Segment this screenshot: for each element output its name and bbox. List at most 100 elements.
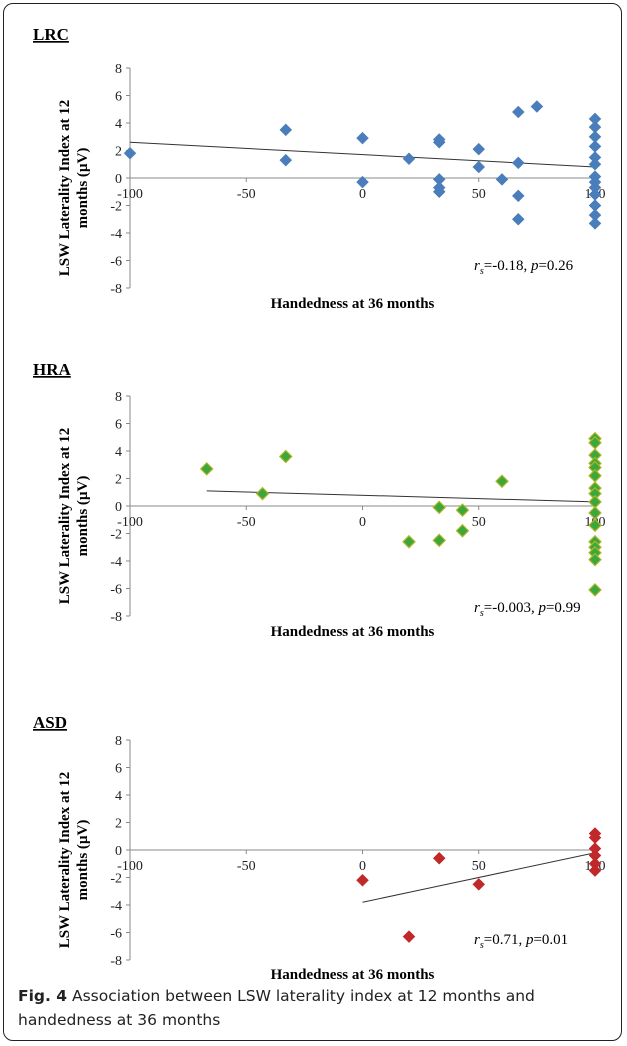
stat-p-value: =0.01 bbox=[533, 932, 568, 948]
stat-annotation: rs=-0.003, p=0.99 bbox=[474, 600, 581, 619]
y-tick-label: 6 bbox=[115, 762, 122, 777]
stat-p-value: =0.99 bbox=[546, 600, 581, 616]
y-tick-label: -4 bbox=[110, 227, 122, 242]
data-point bbox=[432, 185, 446, 199]
chart-title: LRC bbox=[33, 25, 69, 44]
y-tick-label: 2 bbox=[115, 817, 122, 832]
data-point bbox=[432, 533, 447, 548]
chart-title: ASD bbox=[33, 713, 67, 732]
y-tick-label: -6 bbox=[110, 583, 122, 598]
data-point bbox=[356, 873, 369, 887]
stat-r-value: =0.71, bbox=[484, 932, 526, 948]
stat-annotation: rs=-0.18, p=0.26 bbox=[474, 258, 574, 277]
trend-line bbox=[362, 852, 596, 903]
y-tick-label: -8 bbox=[110, 282, 122, 297]
trend-line bbox=[206, 490, 596, 503]
data-point bbox=[588, 864, 602, 877]
data-point bbox=[530, 100, 544, 113]
x-tick-label: 0 bbox=[359, 859, 366, 874]
data-point bbox=[588, 552, 602, 567]
x-tick-label: 0 bbox=[359, 515, 366, 530]
data-point bbox=[402, 534, 416, 549]
y-tick-label: -8 bbox=[110, 610, 122, 625]
data-point bbox=[511, 156, 525, 170]
x-tick-label: -100 bbox=[117, 187, 143, 202]
y-tick-label: -4 bbox=[110, 555, 122, 570]
data-point bbox=[432, 851, 446, 865]
y-tick-label: -4 bbox=[110, 899, 122, 914]
x-axis-label: Handedness at 36 months bbox=[271, 624, 435, 640]
data-point bbox=[472, 878, 486, 891]
data-point bbox=[356, 131, 369, 145]
y-axis-label: LSW Laterality Index at 12 months (µV) bbox=[57, 428, 91, 604]
x-tick-label: 50 bbox=[472, 859, 486, 874]
data-point bbox=[472, 160, 486, 174]
chart-panel-hra: HRA86420-2-4-6-8-100-50050100rs=-0.003, … bbox=[33, 360, 606, 640]
y-tick-label: 8 bbox=[115, 62, 122, 77]
y-axis-label-line: months (µV) bbox=[75, 820, 91, 901]
data-point bbox=[199, 462, 214, 476]
y-tick-label: -6 bbox=[110, 927, 122, 942]
trend-line bbox=[129, 141, 596, 168]
data-point bbox=[402, 930, 416, 943]
y-tick-label: -8 bbox=[110, 954, 122, 969]
figure-frame bbox=[3, 3, 622, 1041]
x-tick-label: 0 bbox=[359, 187, 366, 202]
data-point bbox=[432, 135, 446, 149]
data-point bbox=[511, 189, 525, 203]
stat-p-value: =0.26 bbox=[538, 258, 573, 274]
y-axis-label-line: LSW Laterality Index at 12 bbox=[57, 100, 73, 276]
stat-r-subscript: s bbox=[480, 608, 484, 619]
y-tick-label: 8 bbox=[115, 390, 122, 405]
stat-r-subscript: s bbox=[480, 266, 484, 277]
data-point bbox=[588, 217, 602, 230]
figure-caption: Fig. 4 Association between LSW lateralit… bbox=[18, 984, 613, 1032]
x-tick-label: 50 bbox=[472, 515, 486, 530]
y-tick-label: 6 bbox=[115, 418, 122, 433]
data-point bbox=[495, 474, 509, 489]
y-tick-label: 4 bbox=[115, 445, 122, 460]
stat-r-value: =-0.003, bbox=[484, 600, 539, 616]
data-point bbox=[455, 503, 470, 517]
x-axis-label: Handedness at 36 months bbox=[271, 967, 435, 983]
stat-r-symbol: r bbox=[474, 258, 480, 274]
y-tick-label: 4 bbox=[115, 117, 122, 132]
y-tick-label: 0 bbox=[115, 500, 122, 515]
data-point bbox=[123, 146, 137, 160]
data-point bbox=[278, 449, 293, 464]
stat-r-symbol: r bbox=[474, 600, 480, 616]
data-point bbox=[495, 173, 509, 186]
figure-caption-text: Association between LSW laterality index… bbox=[18, 987, 535, 1029]
x-tick-label: -100 bbox=[117, 859, 143, 874]
stat-r-symbol: r bbox=[474, 932, 480, 948]
y-tick-label: 6 bbox=[115, 90, 122, 105]
x-tick-label: -50 bbox=[237, 187, 256, 202]
data-point bbox=[588, 140, 602, 153]
stat-r-subscript: s bbox=[480, 940, 484, 951]
data-point bbox=[588, 468, 602, 483]
data-point bbox=[511, 105, 525, 119]
y-tick-label: -2 bbox=[110, 528, 122, 543]
y-axis-label: LSW Laterality Index at 12 months (µV) bbox=[57, 100, 91, 276]
data-point bbox=[511, 212, 525, 226]
data-point bbox=[432, 500, 447, 515]
data-point bbox=[588, 583, 602, 597]
x-tick-label: 50 bbox=[472, 187, 486, 202]
stat-annotation: rs=0.71, p=0.01 bbox=[474, 932, 568, 951]
x-tick-label: -100 bbox=[117, 515, 143, 530]
data-point bbox=[402, 152, 416, 166]
y-axis-label-line: months (µV) bbox=[75, 148, 91, 229]
stat-p-symbol: p bbox=[537, 600, 546, 616]
y-tick-label: 0 bbox=[115, 844, 122, 859]
y-axis-label-line: months (µV) bbox=[75, 476, 91, 557]
y-tick-label: -2 bbox=[110, 872, 122, 887]
data-point bbox=[588, 157, 602, 171]
y-tick-label: 4 bbox=[115, 789, 122, 804]
x-axis-label: Handedness at 36 months bbox=[271, 296, 435, 312]
data-point bbox=[279, 123, 293, 137]
chart-title: HRA bbox=[33, 360, 72, 379]
x-tick-label: -50 bbox=[237, 859, 256, 874]
y-axis-label-line: LSW Laterality Index at 12 bbox=[57, 772, 73, 948]
